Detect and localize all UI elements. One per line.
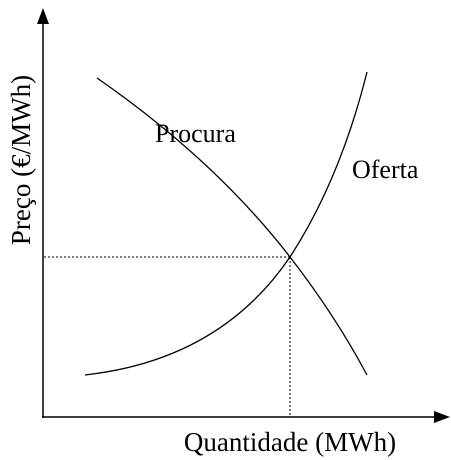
demand-label: Procura — [155, 119, 236, 148]
supply-curve — [84, 71, 368, 376]
x-axis-arrow — [434, 411, 450, 423]
demand-curve — [96, 77, 368, 376]
y-axis-label: Preço (€/MWh) — [6, 75, 36, 245]
x-axis-label: Quantidade (MWh) — [184, 427, 396, 457]
supply-label: Oferta — [352, 155, 419, 184]
y-axis-arrow — [37, 8, 49, 24]
